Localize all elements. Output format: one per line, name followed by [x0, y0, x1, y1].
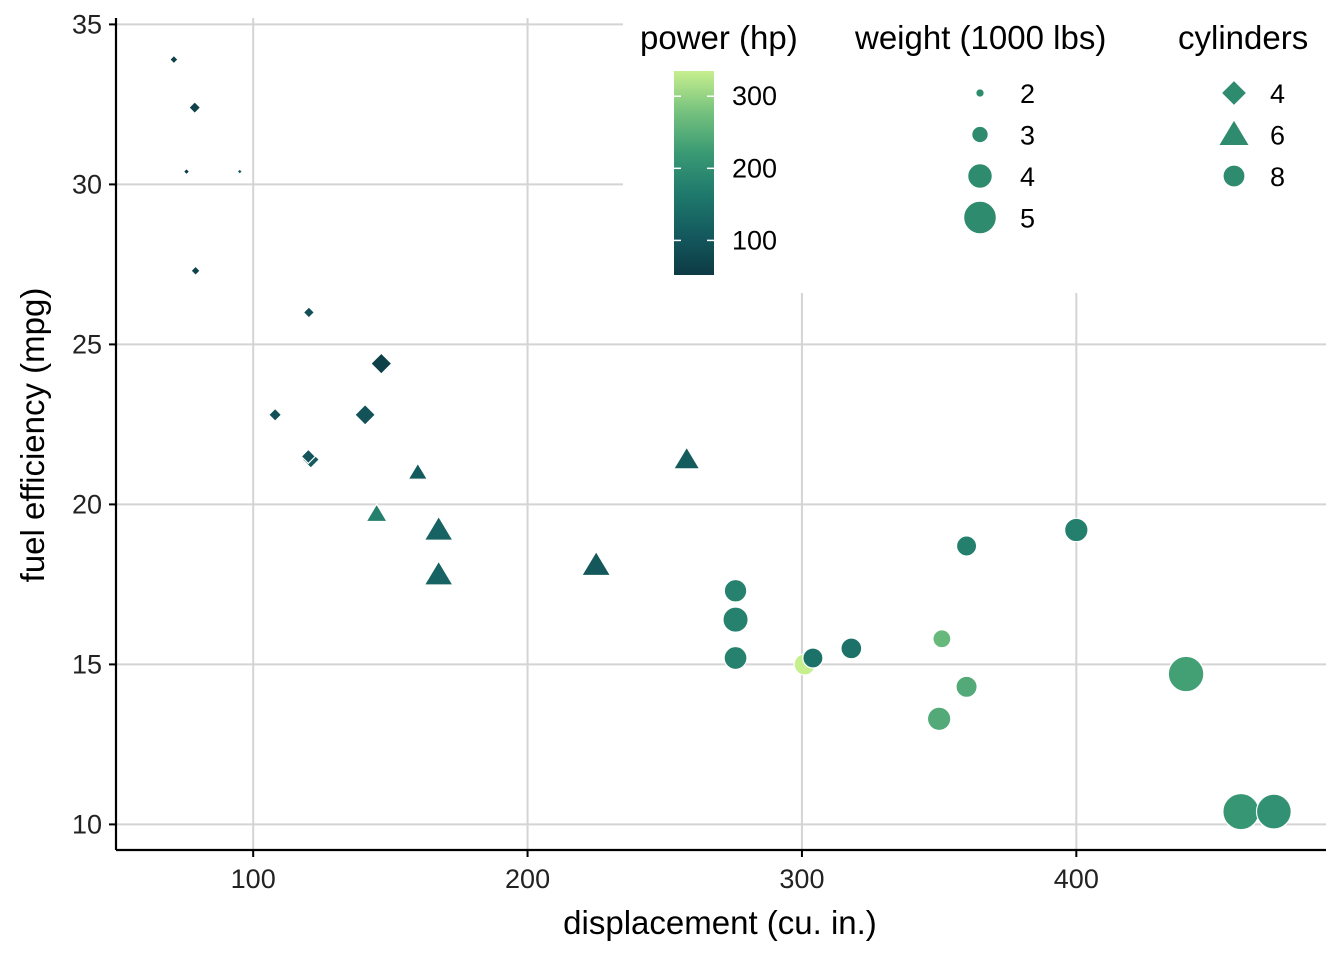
data-point — [723, 645, 748, 671]
color-legend: power (hp) 100 200 300 — [640, 19, 798, 275]
data-point — [354, 403, 377, 426]
y-tick-label: 25 — [72, 329, 102, 359]
shape-legend-items: 4 6 8 — [1217, 79, 1285, 192]
colorbar-tick-label: 100 — [732, 225, 777, 255]
data-point — [672, 446, 701, 470]
size-legend-title: weight (1000 lbs) — [854, 19, 1106, 56]
data-point — [802, 647, 824, 669]
shape-legend-title: cylinders — [1178, 19, 1308, 56]
legend-background — [623, 8, 1339, 293]
data-points — [168, 54, 1292, 831]
data-point — [423, 515, 454, 541]
shape-legend-key — [1217, 118, 1251, 147]
data-point — [267, 407, 283, 422]
size-legend-label: 2 — [1020, 79, 1035, 109]
y-axis-title: fuel efficiency (mpg) — [14, 288, 51, 583]
shape-legend-label: 6 — [1270, 121, 1285, 151]
data-point — [182, 167, 191, 176]
size-legend-label: 4 — [1020, 162, 1035, 192]
size-legend-key — [967, 163, 993, 189]
data-point — [723, 578, 748, 603]
shape-legend-key — [1222, 164, 1246, 188]
data-point — [1255, 793, 1292, 830]
x-tick-label: 400 — [1054, 864, 1099, 894]
x-tick-label: 300 — [779, 864, 824, 894]
size-legend-key — [971, 125, 989, 144]
y-tick-label: 30 — [72, 169, 102, 199]
x-tick-label: 200 — [505, 864, 550, 894]
data-point — [955, 535, 978, 557]
data-point — [300, 448, 317, 465]
data-point — [407, 462, 429, 480]
shape-legend-label: 4 — [1270, 79, 1285, 109]
data-point — [580, 550, 612, 577]
color-legend-ticks: 100 200 300 — [674, 81, 777, 255]
color-legend-bar — [674, 71, 714, 275]
colorbar-tick-label: 300 — [732, 81, 777, 111]
data-point — [840, 637, 863, 660]
data-point — [236, 168, 244, 176]
size-legend: weight (1000 lbs) 2 3 4 5 — [854, 19, 1106, 235]
data-point — [365, 502, 389, 523]
data-point — [370, 352, 393, 375]
size-legend-items: 2 3 4 5 — [963, 79, 1035, 235]
data-point — [1064, 517, 1089, 543]
data-point — [190, 265, 201, 277]
color-legend-title: power (hp) — [640, 19, 798, 56]
data-point — [926, 706, 952, 732]
data-point — [932, 629, 952, 649]
data-point — [423, 560, 454, 586]
y-tick-label: 20 — [72, 489, 102, 519]
data-point — [1222, 792, 1260, 831]
x-tick-label: 100 — [231, 864, 276, 894]
y-tick-label: 35 — [72, 9, 102, 39]
data-point — [1167, 655, 1205, 693]
x-axis-title: displacement (cu. in.) — [563, 904, 877, 941]
size-legend-key — [975, 88, 985, 98]
data-point — [302, 306, 316, 319]
size-legend-key — [963, 200, 997, 235]
colorbar-tick-label: 200 — [732, 153, 777, 183]
data-point — [188, 100, 202, 115]
legend: power (hp) 100 200 300 weight (1000 lbs) 2… — [623, 8, 1339, 293]
shape-legend-label: 8 — [1270, 162, 1285, 192]
data-point — [955, 675, 978, 698]
size-legend-label: 3 — [1020, 121, 1035, 151]
y-tick-label: 10 — [72, 809, 102, 839]
shape-legend: cylinders 4 6 8 — [1178, 19, 1308, 192]
data-point — [722, 606, 749, 633]
shape-legend-key — [1220, 79, 1248, 107]
y-tick-label: 15 — [72, 649, 102, 679]
size-legend-label: 5 — [1020, 204, 1035, 234]
data-point — [168, 54, 179, 65]
